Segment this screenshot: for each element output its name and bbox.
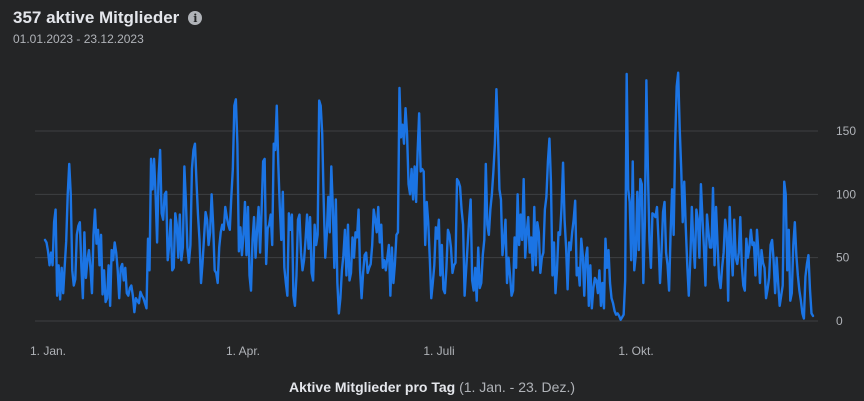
chart-caption: Aktive Mitglieder pro Tag (1. Jan. - 23.… <box>0 379 864 395</box>
date-range: 01.01.2023 - 23.12.2023 <box>13 32 144 46</box>
caption-main: Aktive Mitglieder pro Tag <box>288 379 456 395</box>
caption-range: (1. Jan. - 23. Dez.) <box>459 379 576 395</box>
y-tick-label: 0 <box>836 314 843 328</box>
series-line[interactable] <box>43 71 815 321</box>
info-icon[interactable]: i <box>188 11 203 25</box>
y-tick-label: 50 <box>836 251 850 265</box>
title-row: 357 aktive Mitglieder i <box>13 6 203 30</box>
x-tick-label: 1. Jan. <box>30 344 66 358</box>
x-tick-label: 1. Juli <box>423 344 454 358</box>
x-tick-label: 1. Apr. <box>226 344 260 358</box>
y-tick-label: 100 <box>836 187 856 201</box>
y-tick-label: 150 <box>836 124 856 138</box>
x-tick-label: 1. Okt. <box>618 344 653 358</box>
chart-header: 357 aktive Mitglieder i 01.01.2023 - 23.… <box>13 6 203 46</box>
chart-title: 357 aktive Mitglieder <box>13 8 180 27</box>
